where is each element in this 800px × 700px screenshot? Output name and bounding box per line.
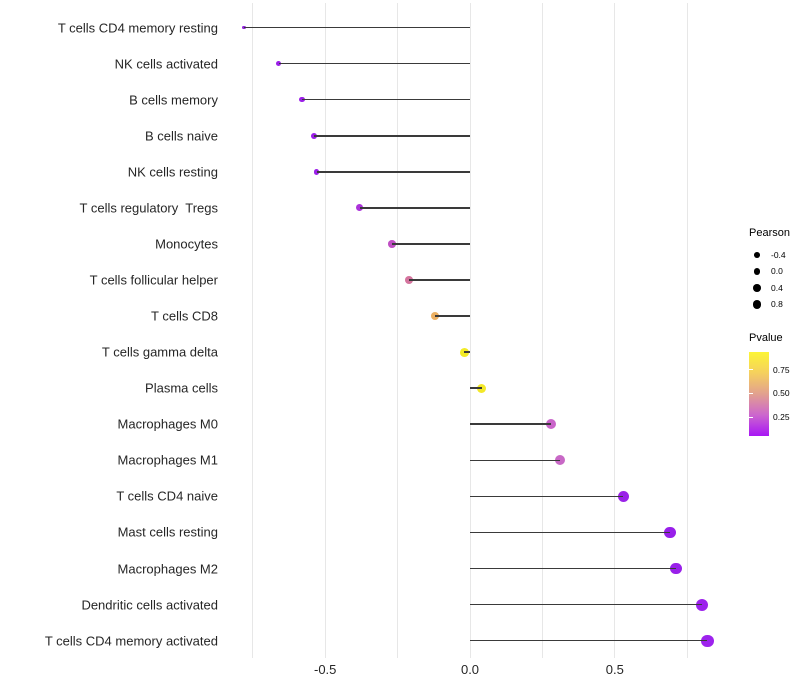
colorbar-tick-mark: [749, 416, 753, 418]
colorbar-tick-mark: [749, 369, 753, 371]
y-axis-label: Mast cells resting: [117, 524, 218, 540]
lollipop-stem: [470, 495, 624, 498]
legend-size-dot: [753, 268, 761, 275]
y-axis-label: T cells CD4 memory activated: [44, 633, 218, 649]
y-axis-label: Plasma cells: [145, 380, 218, 396]
data-point-dot: [276, 61, 282, 66]
y-axis-label: B cells memory: [129, 92, 218, 108]
legend-size-dot: [753, 283, 761, 292]
legend-size-label: 0.4: [771, 282, 783, 293]
data-point-dot: [477, 383, 487, 393]
y-axis-label: NK cells resting: [127, 164, 218, 180]
legend-size-dot: [752, 299, 762, 309]
lollipop-stem: [302, 98, 470, 101]
gridline: [614, 3, 616, 658]
colorbar-tick-mark: [749, 392, 753, 394]
size-legend-title: Pearson: [749, 227, 790, 239]
gridline: [252, 3, 254, 658]
lollipop-stem: [470, 387, 482, 389]
y-axis-label: B cells naive: [145, 128, 218, 144]
y-axis-label: Macrophages M0: [117, 416, 218, 432]
y-axis-label: T cells regulatory Tregs: [79, 200, 218, 216]
lollipop-stem: [470, 567, 676, 570]
gridline: [541, 3, 543, 658]
legend-size-label: 0.8: [771, 298, 783, 309]
y-axis-label: T cells CD4 naive: [116, 488, 218, 504]
x-axis-tick-label: 0.5: [605, 662, 624, 677]
data-point-dot: [695, 598, 708, 611]
lollipop-stem: [470, 639, 708, 642]
data-point-dot: [242, 25, 246, 30]
x-axis-tick-label: 0.0: [460, 662, 480, 677]
gridline: [469, 3, 471, 658]
lollipop-stem: [470, 423, 552, 426]
colorbar-tick-label: 0.75: [773, 364, 790, 375]
y-axis-label: T cells CD8: [151, 308, 218, 324]
gridline: [324, 3, 326, 658]
data-point-dot: [310, 132, 317, 139]
lollipop-stem: [470, 603, 702, 606]
y-axis-label: Macrophages M2: [117, 561, 218, 577]
lollipop-stem: [391, 243, 470, 245]
y-axis-label: Monocytes: [155, 236, 218, 252]
data-point-dot: [299, 96, 305, 103]
gridline: [686, 3, 688, 658]
y-axis-label: T cells follicular helper: [89, 272, 218, 288]
y-axis-label: Macrophages M1: [117, 452, 218, 468]
lollipop-stem: [359, 207, 470, 209]
color-legend-title: Pvalue: [749, 332, 783, 344]
legend-size-dot: [754, 252, 760, 258]
colorbar-tick-label: 0.50: [773, 388, 790, 399]
y-axis-label: Dendritic cells activated: [81, 597, 218, 613]
legend-size-label: -0.4: [771, 249, 786, 260]
data-point-dot: [669, 562, 682, 575]
lollipop-stem: [244, 26, 470, 29]
lollipop-stem: [313, 134, 470, 137]
lollipop-stem: [316, 170, 470, 173]
y-axis-label: T cells CD4 memory resting: [57, 20, 218, 35]
plot-panel: [222, 3, 734, 658]
pvalue-colorbar: [749, 352, 769, 436]
y-axis-label: NK cells activated: [114, 56, 218, 72]
lollipop-stem: [470, 459, 560, 462]
data-point-dot: [545, 419, 557, 430]
x-axis-tick-label: -0.5: [313, 662, 337, 677]
lollipop-stem: [278, 62, 470, 65]
lollipop-stem: [409, 279, 470, 281]
lollipop-stem: [435, 315, 470, 317]
lollipop-stem: [470, 531, 670, 534]
colorbar-tick-label: 0.25: [773, 411, 790, 422]
gridline: [397, 3, 399, 658]
lollipop-stem: [464, 351, 470, 353]
y-axis-label: T cells gamma delta: [101, 344, 218, 360]
data-point-dot: [554, 455, 565, 466]
legend-size-label: 0.0: [771, 266, 783, 277]
